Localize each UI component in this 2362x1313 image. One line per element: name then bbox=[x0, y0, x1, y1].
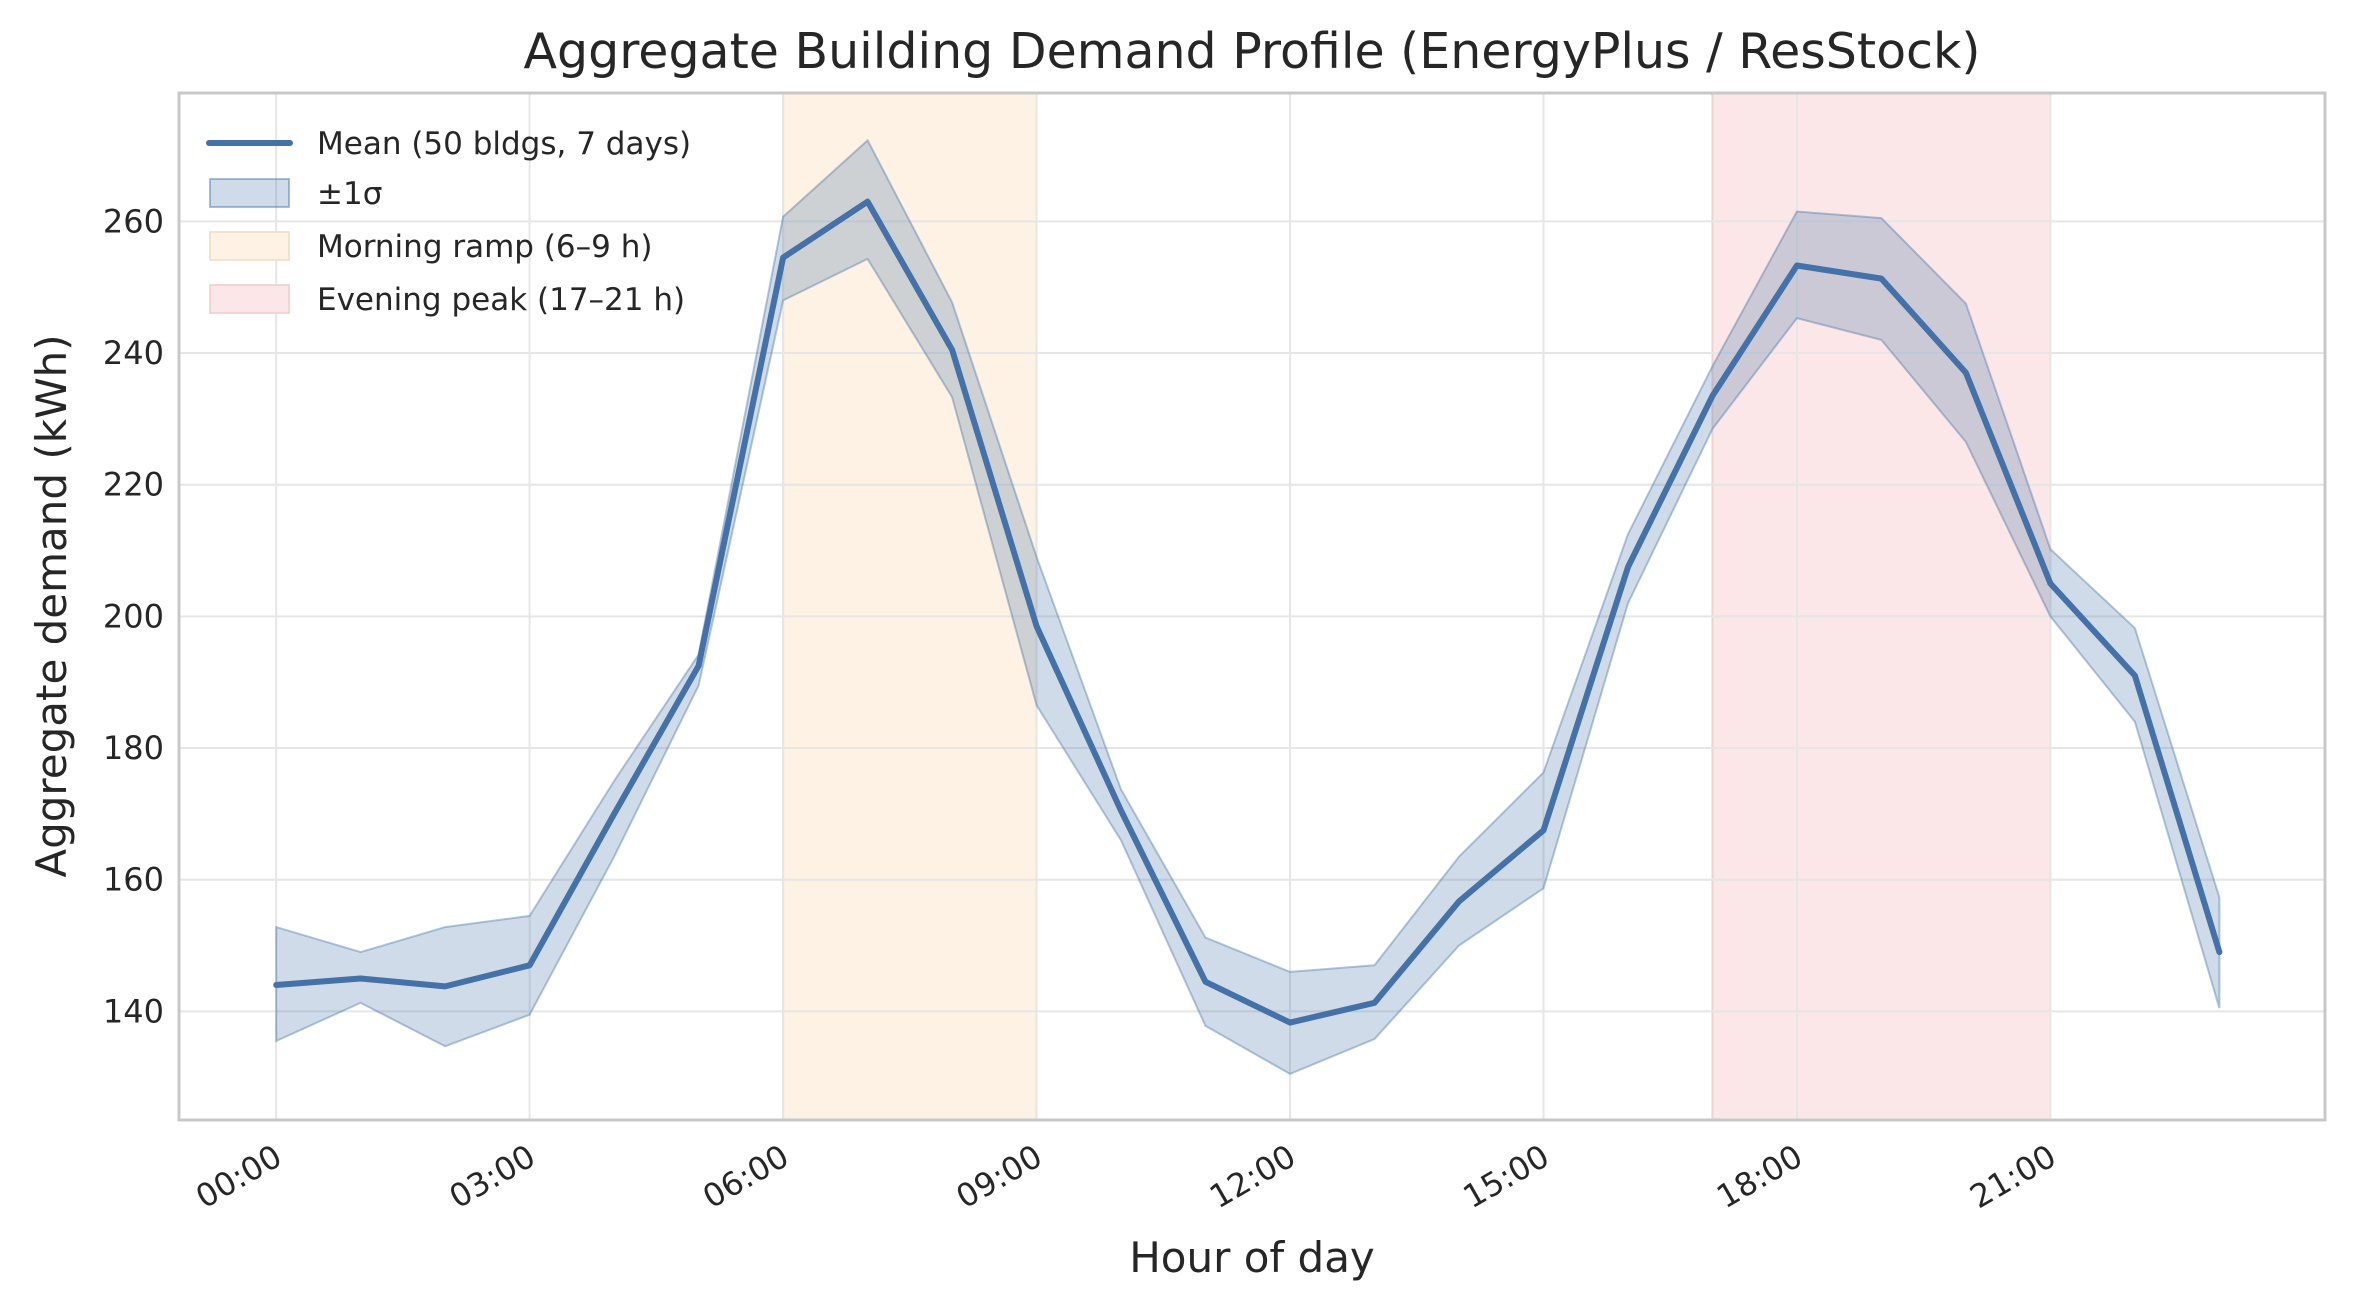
x-tick-label: 18:00 bbox=[1710, 1137, 1809, 1216]
x-tick-label: 21:00 bbox=[1964, 1137, 2063, 1216]
chart-title: Aggregate Building Demand Profile (Energ… bbox=[524, 23, 1981, 80]
legend-swatch-sigma-band bbox=[209, 178, 290, 208]
y-tick-label: 220 bbox=[103, 466, 164, 504]
legend-swatch-evening-peak bbox=[209, 284, 290, 314]
legend: Mean (50 bldgs, 7 days) ±1σ Morning ramp… bbox=[206, 126, 691, 318]
x-axis-label: Hour of day bbox=[1129, 1233, 1375, 1282]
y-tick-label: 200 bbox=[103, 597, 164, 635]
x-tick-label: 15:00 bbox=[1457, 1137, 1556, 1216]
y-tick-label: 140 bbox=[103, 992, 164, 1030]
legend-label-morning-ramp: Morning ramp (6–9 h) bbox=[317, 229, 652, 265]
x-tick-label: 06:00 bbox=[696, 1137, 795, 1216]
x-tick-label: 00:00 bbox=[189, 1137, 288, 1216]
legend-label-evening-peak: Evening peak (17–21 h) bbox=[317, 282, 685, 318]
span-morning-ramp bbox=[783, 93, 1037, 1120]
y-tick-label: 180 bbox=[103, 729, 164, 767]
y-tick-label: 240 bbox=[103, 334, 164, 372]
span-evening-peak bbox=[1712, 93, 2051, 1120]
legend-label-mean: Mean (50 bldgs, 7 days) bbox=[317, 126, 691, 162]
mean-line bbox=[273, 198, 2223, 1026]
plot-frame bbox=[177, 91, 2327, 1122]
x-tick-label: 12:00 bbox=[1203, 1137, 1302, 1216]
x-tick-label: 03:00 bbox=[443, 1137, 542, 1216]
legend-swatch-morning-ramp bbox=[209, 231, 290, 261]
y-tick-label: 260 bbox=[103, 202, 164, 240]
legend-label-sigma-band: ±1σ bbox=[317, 176, 382, 212]
y-tick-label: 160 bbox=[103, 861, 164, 899]
x-tick-label: 09:00 bbox=[950, 1137, 1049, 1216]
y-axis-label: Aggregate demand (kWh) bbox=[27, 334, 76, 877]
